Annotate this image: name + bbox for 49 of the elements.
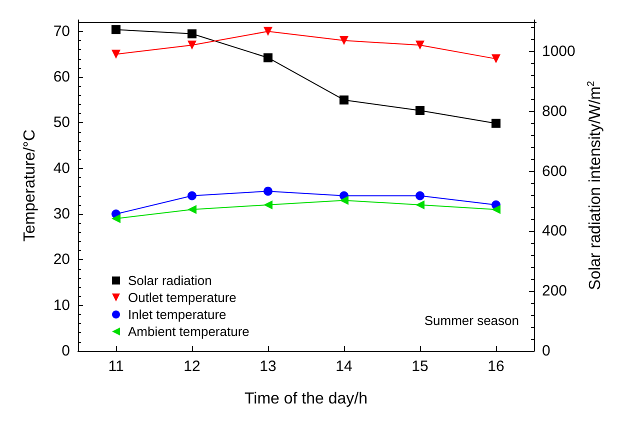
point bbox=[188, 204, 196, 214]
legend-label: Ambient temperature bbox=[128, 324, 250, 339]
y-tick-label: 40 bbox=[53, 160, 70, 177]
point bbox=[492, 118, 500, 128]
y-tick-label: 60 bbox=[53, 68, 70, 86]
point bbox=[264, 200, 272, 210]
point bbox=[492, 204, 500, 214]
point bbox=[340, 196, 348, 205]
point bbox=[340, 36, 348, 46]
point bbox=[112, 50, 120, 59]
y-tick-label: 0 bbox=[62, 342, 70, 360]
point bbox=[416, 191, 424, 200]
y-tick-label: 50 bbox=[53, 114, 70, 132]
x-tick-label: 14 bbox=[336, 358, 352, 375]
point bbox=[112, 25, 120, 34]
point bbox=[492, 54, 500, 64]
y2-tick-label: 200 bbox=[542, 282, 568, 300]
x-tick-label: 12 bbox=[184, 358, 200, 375]
point bbox=[188, 191, 196, 200]
point bbox=[416, 106, 424, 115]
y2-tick-label: 400 bbox=[542, 222, 568, 240]
x-tick-label: 13 bbox=[260, 358, 276, 375]
point bbox=[188, 29, 196, 38]
x-tick-label: 11 bbox=[108, 358, 124, 375]
annotation: Summer season bbox=[424, 313, 520, 328]
point bbox=[264, 186, 272, 196]
legend-label: Solar radiation bbox=[128, 273, 212, 288]
legend-label: Outlet temperature bbox=[128, 290, 236, 305]
point bbox=[416, 40, 424, 50]
y2-tick-label: 800 bbox=[542, 102, 568, 120]
y2-tick-label: 0 bbox=[542, 342, 550, 360]
point bbox=[188, 40, 196, 50]
y-tick-label: 20 bbox=[53, 251, 70, 268]
y-axis-title: Temperature/°C bbox=[22, 129, 38, 242]
y-tick-label: 30 bbox=[53, 206, 70, 223]
point bbox=[264, 53, 272, 62]
x-tick-label: 15 bbox=[412, 358, 428, 375]
point bbox=[416, 200, 424, 210]
legend-label: Inlet temperature bbox=[128, 307, 226, 322]
x-axis-title: Time of the day/h bbox=[244, 390, 368, 408]
y2-tick-label: 1000 bbox=[542, 42, 576, 60]
y-tick-label: 70 bbox=[53, 22, 70, 40]
point bbox=[264, 26, 272, 36]
x-tick-label: 16 bbox=[488, 358, 504, 375]
y2-axis-title: Solar radiation intensity/W/m2 bbox=[586, 80, 604, 290]
point bbox=[112, 214, 120, 224]
y-tick-label: 10 bbox=[53, 296, 70, 314]
y2-tick-label: 600 bbox=[542, 162, 568, 180]
point bbox=[340, 95, 348, 104]
